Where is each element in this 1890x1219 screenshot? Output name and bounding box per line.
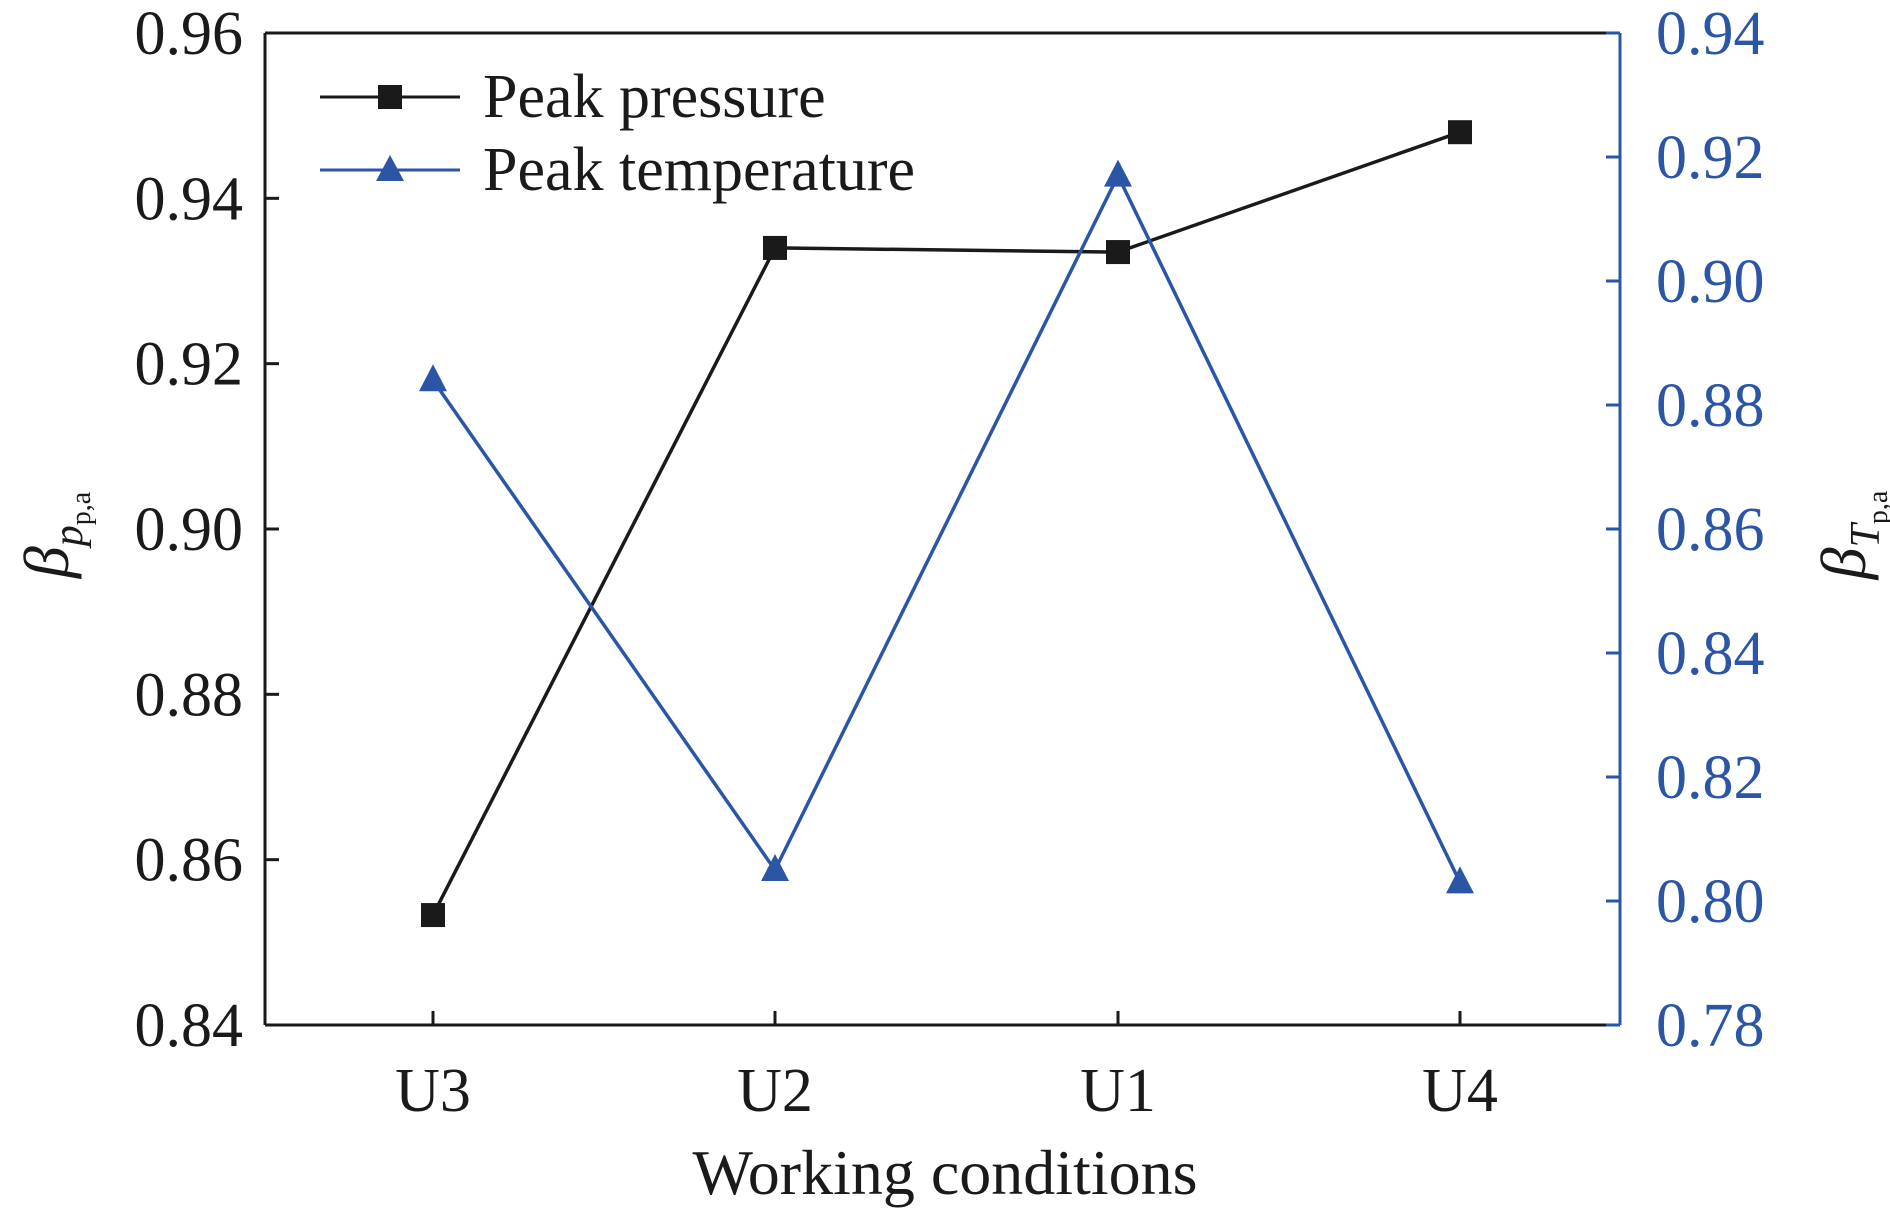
y-left-tick-label: 0.96 — [135, 0, 244, 68]
ticks-layer: 0.84 0.86 0.88 0.90 0.92 0.94 0.96 0.78 0.80 0.82… — [135, 0, 1765, 1125]
y-right-title-sub: T — [1843, 521, 1889, 547]
y-left-tick-label: 0.88 — [135, 661, 244, 729]
y-left-tick-label: 0.86 — [135, 827, 244, 895]
y-right-title-subsub: p,a — [1863, 490, 1890, 524]
y-right-tick-label: 0.78 — [1656, 992, 1765, 1060]
y-left-tick-label: 0.92 — [135, 331, 244, 399]
series-0-point — [763, 235, 787, 260]
y-right-axis-title: βTp,a — [1808, 490, 1890, 581]
y-right-tick-label: 0.92 — [1656, 124, 1765, 192]
y-left-tick-label: 0.94 — [135, 165, 244, 233]
y-right-tick-label: 0.80 — [1656, 868, 1765, 936]
y-right-tick-label: 0.94 — [1656, 0, 1765, 68]
y-left-title-sub: p — [46, 525, 92, 549]
x-axis-title: Working conditions — [692, 1137, 1197, 1208]
legend-pressure-label: Peak pressure — [483, 63, 826, 131]
y-right-tick-label: 0.88 — [1656, 372, 1765, 440]
legend-temperature-marker — [376, 155, 404, 181]
series-0-line — [431, 130, 1461, 916]
y-left-tick-label: 0.84 — [135, 992, 244, 1060]
legend-temperature-label: Peak temperature — [483, 136, 915, 204]
y-left-title-symbol: β — [11, 546, 82, 580]
x-tick-label: U3 — [395, 1057, 471, 1125]
y-left-axis-title: βpp,a — [11, 491, 97, 580]
y-right-tick-label: 0.90 — [1656, 248, 1765, 316]
series-1-point — [1446, 866, 1474, 894]
y-left-tick-label: 0.90 — [135, 496, 244, 564]
series-1-point — [419, 364, 447, 392]
series-0-point — [1448, 120, 1472, 145]
y-right-tick-label: 0.82 — [1656, 744, 1765, 812]
series-0-point — [421, 903, 445, 928]
legend: Peak pressure Peak temperature — [320, 63, 915, 204]
legend-pressure-marker — [378, 85, 402, 109]
y-right-title-symbol: β — [1808, 547, 1879, 581]
y-left-title-subsub: p,a — [66, 491, 97, 525]
y-right-tick-label: 0.86 — [1656, 496, 1765, 564]
x-tick-label: U4 — [1422, 1057, 1498, 1125]
series-1-point — [1104, 159, 1132, 187]
x-tick-label: U2 — [737, 1057, 813, 1125]
y-right-tick-label: 0.84 — [1656, 620, 1765, 688]
series-1-line — [431, 171, 1462, 884]
series-1-point — [761, 854, 789, 881]
series-layer — [419, 120, 1474, 928]
series-0-point — [1106, 240, 1130, 265]
x-tick-label: U1 — [1080, 1057, 1156, 1125]
